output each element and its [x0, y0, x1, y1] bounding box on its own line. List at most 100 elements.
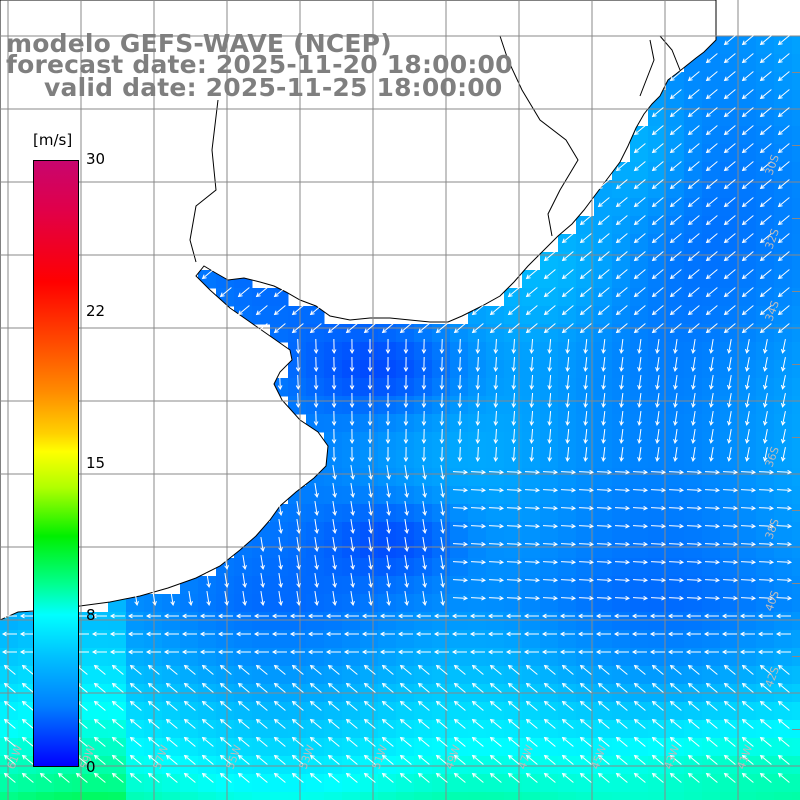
wind-arrow: [435, 323, 448, 334]
wind-speed-cell: [756, 252, 775, 271]
wind-arrow: [775, 613, 791, 619]
wind-speed-cell: [18, 792, 37, 800]
wind-speed-cell: [756, 234, 775, 253]
wind-speed-cell: [738, 234, 757, 253]
wind-arrow: [93, 718, 106, 729]
wind-arrow: [703, 649, 719, 655]
wind-speed-cell: [180, 756, 199, 775]
wind-arrow: [601, 356, 606, 372]
wind-speed-cell: [468, 630, 487, 649]
wind-arrow: [181, 631, 197, 637]
wind-speed-cell: [666, 126, 685, 145]
wind-arrow: [542, 541, 559, 547]
wind-arrow: [762, 375, 768, 390]
model-title: modelo GEFS-WAVE (NCEP): [6, 29, 392, 58]
wind-arrow: [597, 682, 610, 693]
wind-speed-cell: [180, 612, 199, 631]
wind-speed-cell: [162, 648, 181, 667]
wind-arrow: [727, 339, 732, 354]
wind-arrow: [632, 595, 649, 601]
wind-arrow: [597, 754, 610, 765]
wind-arrow: [493, 338, 499, 355]
wind-arrow: [421, 428, 427, 445]
wind-arrow: [368, 465, 373, 480]
wind-arrow: [668, 523, 685, 529]
wind-arrow: [217, 613, 233, 619]
wind-arrow: [757, 613, 773, 619]
wind-arrow: [704, 505, 721, 511]
wind-speed-cell: [108, 774, 127, 793]
wind-arrow: [561, 251, 574, 262]
wind-arrow: [343, 649, 359, 655]
wind-speed-cell: [702, 162, 721, 181]
wind-speed-cell: [720, 756, 739, 775]
wind-speed-cell: [252, 648, 271, 667]
wind-arrow: [614, 469, 631, 475]
wind-arrow: [363, 736, 376, 747]
wind-arrow: [687, 736, 700, 747]
wind-speed-cell: [288, 720, 307, 739]
wind-speed-field: [0, 36, 800, 800]
wind-arrow: [399, 736, 412, 747]
wind-arrow: [493, 410, 499, 427]
wind-arrow: [759, 89, 772, 100]
wind-speed-cell: [648, 738, 667, 757]
wind-arrow: [776, 559, 793, 565]
wind-arrow: [543, 323, 556, 334]
wind-speed-cell: [630, 306, 649, 325]
wind-arrow: [255, 305, 268, 316]
wind-arrow: [762, 429, 768, 444]
wind-arrow: [723, 700, 736, 711]
wind-arrow: [669, 754, 682, 765]
wind-arrow: [723, 269, 736, 280]
wind-arrow: [542, 595, 559, 601]
wind-arrow: [651, 700, 664, 711]
wind-arrow: [506, 523, 523, 529]
wind-arrow: [309, 718, 322, 729]
wind-arrow: [255, 287, 268, 298]
wind-arrow: [723, 251, 736, 262]
wind-arrow: [368, 591, 373, 606]
wind-speed-cell: [450, 558, 469, 577]
wind-arrow: [325, 649, 341, 655]
wind-arrow: [722, 577, 739, 583]
wind-speed-cell: [666, 756, 685, 775]
wind-speed-cell: [738, 792, 757, 800]
wind-speed-cell: [702, 558, 721, 577]
wind-arrow: [435, 772, 448, 783]
wind-arrow: [525, 323, 538, 334]
wind-arrow: [709, 357, 714, 372]
wind-arrow: [637, 356, 642, 372]
wind-speed-cell: [576, 234, 595, 253]
wind-speed-cell: [738, 702, 757, 721]
wind-arrow: [741, 664, 754, 675]
wind-arrow: [578, 595, 595, 601]
wind-arrow: [543, 682, 556, 693]
wind-arrow: [613, 631, 629, 637]
wind-arrow: [529, 446, 535, 463]
wind-arrow: [560, 595, 577, 601]
wind-speed-cell: [756, 90, 775, 109]
wind-speed-cell: [234, 756, 253, 775]
wind-speed-cell: [702, 108, 721, 127]
wind-arrow: [704, 577, 721, 583]
wind-arrow: [271, 649, 287, 655]
wind-speed-cell: [486, 738, 505, 757]
wind-arrow: [255, 323, 268, 334]
wind-arrow: [740, 523, 757, 529]
wind-speed-cell: [666, 234, 685, 253]
wind-speed-cell: [504, 558, 523, 577]
wind-arrow: [524, 523, 541, 529]
wind-speed-cell: [162, 720, 181, 739]
wind-arrow: [237, 700, 250, 711]
wind-speed-cell: [234, 612, 253, 631]
wind-arrow: [129, 682, 142, 693]
wind-arrow: [543, 287, 556, 298]
wind-arrow: [129, 772, 142, 783]
wind-speed-cell: [684, 234, 703, 253]
wind-arrow: [415, 631, 431, 637]
wind-arrow: [489, 682, 502, 693]
wind-arrow: [705, 251, 718, 262]
wind-arrow: [224, 555, 229, 570]
wind-arrow: [776, 577, 793, 583]
